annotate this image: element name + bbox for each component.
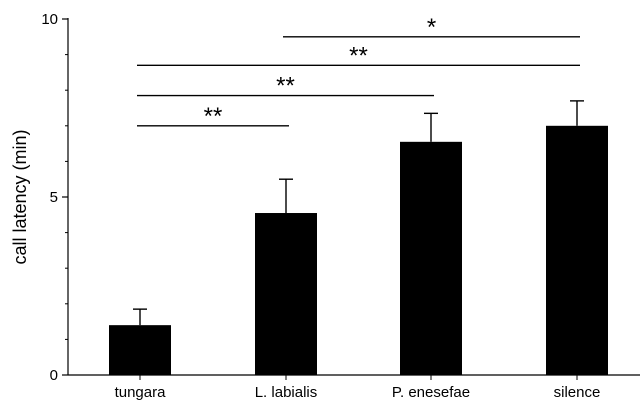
bar-tungara	[109, 325, 171, 375]
y-axis-label: call latency (min)	[10, 129, 30, 264]
bar-l-labialis	[255, 213, 317, 375]
x-tick-label: L. labialis	[255, 384, 318, 401]
y-tick-label: 0	[50, 367, 58, 384]
significance-marker: **	[276, 73, 295, 100]
y-tick-label: 10	[41, 11, 58, 28]
bar-p-enesefae	[400, 141, 462, 375]
x-tick-label: tungara	[115, 384, 167, 401]
significance-brackets: *******	[137, 14, 580, 130]
significance-marker: *	[427, 14, 436, 41]
significance-marker: **	[204, 103, 223, 130]
significance-marker: **	[349, 42, 368, 69]
bars	[109, 100, 608, 375]
bar-silence	[546, 125, 608, 375]
y-axis: 0 5 10	[41, 11, 69, 384]
x-axis: tungara L. labialis P. enesefae silence	[68, 374, 640, 401]
y-tick-label: 5	[50, 189, 58, 206]
x-tick-label: P. enesefae	[392, 384, 470, 401]
x-tick-label: silence	[554, 384, 601, 401]
